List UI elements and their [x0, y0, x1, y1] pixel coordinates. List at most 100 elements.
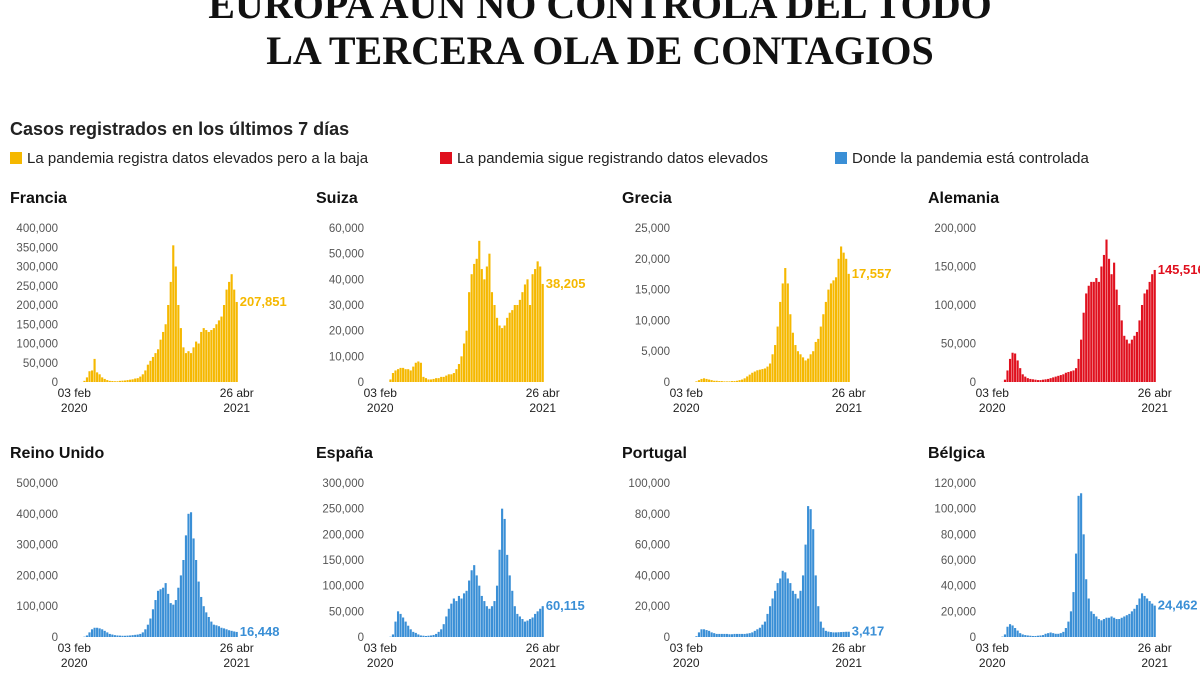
bar [151, 356, 155, 382]
bar [220, 627, 223, 637]
bar [222, 305, 226, 382]
bar [217, 626, 221, 637]
bar [468, 292, 471, 382]
bar [1130, 611, 1133, 637]
bar [391, 373, 395, 382]
y-tick-label: 15,000 [635, 285, 670, 297]
bar [845, 631, 848, 637]
bar [1153, 269, 1156, 382]
y-tick-label: 50,000 [23, 358, 58, 370]
bar [1105, 617, 1108, 637]
bar [177, 305, 180, 382]
bar [1110, 274, 1113, 382]
chart-title: Reino Unido [10, 445, 104, 462]
bar [541, 606, 544, 637]
bar [827, 289, 830, 382]
bar [495, 317, 499, 382]
bar [832, 632, 835, 637]
bar [90, 370, 94, 382]
bar [1014, 353, 1017, 382]
bar [842, 252, 845, 382]
bar [136, 634, 139, 637]
bar [462, 343, 466, 382]
bar [730, 381, 734, 382]
y-tick-label: 200,000 [16, 570, 58, 582]
bar [1138, 598, 1141, 637]
y-tick-label: 20,000 [941, 606, 976, 618]
bar [179, 575, 182, 637]
bar [473, 565, 476, 637]
x-tick-label: 26 abr 2021 [831, 386, 866, 415]
bar [702, 378, 706, 382]
bar [220, 316, 223, 382]
bar [1054, 633, 1057, 637]
bar [789, 314, 792, 382]
bar [167, 305, 170, 382]
bar [422, 376, 425, 382]
bar [827, 631, 830, 637]
bar [202, 606, 205, 637]
bar [192, 347, 195, 382]
bar [1006, 626, 1009, 637]
y-tick-label: 0 [52, 377, 58, 389]
bar [139, 633, 142, 637]
bar [1026, 635, 1029, 637]
y-tick-label: 150,000 [322, 555, 364, 567]
bar [541, 283, 544, 382]
bar [1080, 493, 1083, 637]
bar [103, 630, 106, 637]
bar [490, 292, 494, 382]
bar [118, 380, 122, 382]
bar [455, 369, 458, 382]
bar [210, 621, 213, 637]
bar [162, 331, 165, 382]
bar [536, 611, 539, 637]
bar [1123, 616, 1126, 637]
bar [1054, 376, 1057, 382]
subtitle: Casos registrados en los últimos 7 días [10, 119, 349, 139]
bar [1057, 633, 1060, 637]
bar [435, 378, 438, 382]
bar [215, 324, 218, 382]
bar [480, 269, 483, 382]
y-tick-label: 100,000 [16, 601, 58, 613]
bar [480, 595, 483, 637]
bar [799, 590, 802, 637]
bar [763, 621, 767, 637]
bar [508, 312, 511, 382]
y-tick-label: 400,000 [16, 223, 58, 235]
bar [409, 370, 412, 382]
bar [1125, 339, 1128, 382]
bar [1044, 633, 1047, 637]
bar [1135, 331, 1139, 382]
bar [1039, 635, 1042, 637]
bar [121, 635, 124, 637]
bar [184, 353, 188, 382]
bar [1049, 632, 1052, 637]
bar [1095, 278, 1098, 382]
bar [799, 354, 802, 382]
bar [182, 560, 185, 637]
bar [172, 604, 175, 637]
bar [781, 283, 784, 382]
bar [1077, 495, 1080, 637]
bar [162, 587, 165, 637]
bar [483, 279, 486, 382]
y-tick-label: 40,000 [329, 274, 364, 286]
bar [1118, 305, 1121, 382]
bar [1090, 611, 1093, 637]
y-tick-label: 350,000 [16, 242, 58, 254]
bar [741, 633, 744, 637]
legend-label: La pandemia registra datos elevados pero… [27, 150, 369, 167]
bar [516, 613, 519, 637]
bar [536, 261, 539, 382]
y-tick-label: 300,000 [16, 262, 58, 274]
bar [197, 343, 200, 382]
bar [1113, 262, 1116, 382]
bar [728, 634, 731, 637]
bar [424, 635, 428, 637]
bar [1123, 335, 1126, 382]
bar [1105, 239, 1108, 382]
bar [1024, 376, 1027, 382]
bar [106, 380, 109, 382]
